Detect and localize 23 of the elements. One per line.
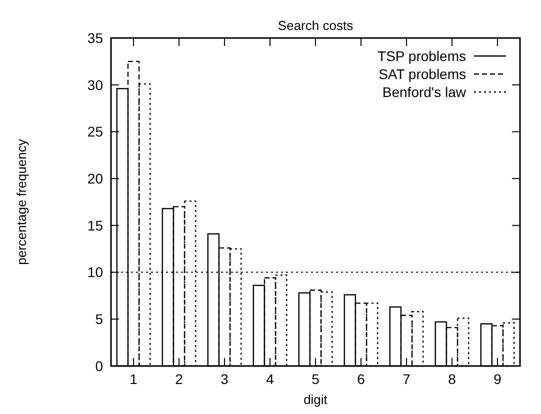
- y-tick-label: 5: [95, 311, 104, 328]
- x-tick-label: 9: [494, 371, 502, 387]
- y-tick-label: 10: [87, 264, 104, 280]
- y-tick-label: 35: [87, 30, 104, 46]
- legend-label: Benford's law: [382, 84, 467, 100]
- y-axis-title: percentage frequency: [14, 138, 29, 265]
- legend-label: SAT problems: [378, 66, 466, 82]
- x-tick-label: 8: [448, 371, 456, 387]
- y-tick-label: 25: [87, 124, 104, 140]
- chart-title: Search costs: [278, 18, 354, 33]
- x-axis-title: digit: [304, 392, 328, 407]
- x-tick-label: 4: [266, 371, 274, 387]
- x-tick-label: 1: [130, 371, 138, 387]
- x-tick-label: 7: [402, 371, 411, 387]
- legend-label: TSP problems: [378, 48, 466, 64]
- y-tick-label: 0: [95, 358, 104, 374]
- y-tick-label: 20: [87, 170, 104, 186]
- x-tick-label: 5: [312, 371, 320, 387]
- y-tick-label: 15: [87, 217, 104, 234]
- x-tick-label: 6: [357, 371, 366, 387]
- x-tick-label: 2: [175, 371, 184, 387]
- y-tick-label: 30: [87, 76, 104, 93]
- x-tick-label: 3: [220, 371, 229, 387]
